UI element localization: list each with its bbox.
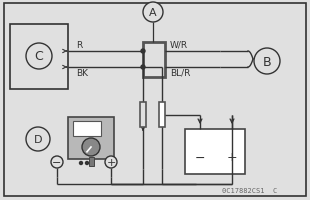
- Text: BK: BK: [76, 69, 88, 78]
- Bar: [89, 157, 94, 166]
- Text: −: −: [195, 151, 205, 164]
- Text: D: D: [34, 134, 42, 144]
- Text: R: R: [76, 41, 82, 50]
- Circle shape: [79, 162, 82, 165]
- Circle shape: [26, 127, 50, 151]
- Circle shape: [141, 66, 145, 70]
- Text: +: +: [106, 158, 116, 168]
- Text: W/R: W/R: [170, 41, 188, 50]
- Circle shape: [143, 3, 163, 23]
- Bar: [185, 129, 245, 174]
- Circle shape: [105, 156, 117, 168]
- Text: −: −: [52, 158, 62, 168]
- Text: +: +: [227, 151, 237, 164]
- Text: BL/R: BL/R: [170, 69, 190, 78]
- Text: 0C17882CS1  C: 0C17882CS1 C: [222, 187, 277, 193]
- Circle shape: [141, 50, 145, 54]
- Text: B: B: [263, 55, 271, 68]
- Circle shape: [51, 156, 63, 168]
- Bar: [73, 121, 101, 136]
- Circle shape: [26, 44, 52, 70]
- Text: C: C: [35, 50, 43, 63]
- Circle shape: [254, 49, 280, 75]
- Bar: [143, 43, 165, 78]
- Bar: [68, 117, 114, 159]
- Bar: [140, 102, 146, 127]
- Circle shape: [86, 162, 88, 165]
- Text: A: A: [149, 8, 157, 18]
- Bar: [10, 25, 68, 90]
- Bar: [159, 102, 165, 127]
- Circle shape: [82, 138, 100, 156]
